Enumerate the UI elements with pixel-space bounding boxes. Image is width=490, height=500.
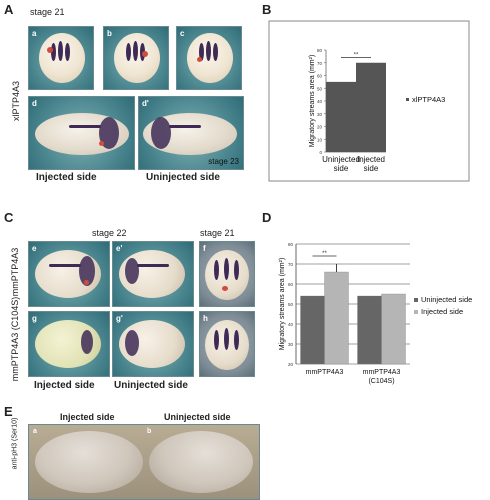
chart-d-y-tick-label: 40	[288, 322, 294, 327]
panel-a-stage-label: stage 21	[30, 7, 65, 17]
sub-label-e-a: a	[33, 428, 37, 435]
chart-d-legend-swatch	[414, 310, 418, 314]
embryo-photo-a: a	[28, 26, 94, 90]
embryo-photo-d: d	[28, 96, 135, 170]
chart-b-y-tick-label: 30	[317, 112, 323, 117]
chart-b-frame	[268, 20, 470, 182]
panel-c-stage-22: stage 22	[92, 228, 127, 238]
panel-a-caption-uninjected: Uninjected side	[146, 172, 220, 183]
chart-d-bar	[300, 295, 325, 365]
sub-label-a: a	[32, 29, 37, 38]
stage-23-label: stage 23	[208, 157, 239, 166]
chart-d-x-tick-label: mmPTP4A3	[363, 369, 401, 376]
panel-c-caption-uninjected: Uninjected side	[114, 380, 188, 391]
panel-d-label: D	[262, 210, 272, 225]
chart-d-y-tick-label: 80	[288, 242, 294, 247]
embryo-photo-e: e	[28, 241, 110, 307]
embryo-photo-f: f	[199, 241, 255, 307]
panel-e-row-label: anti-pH3 (Ser10)	[11, 417, 19, 470]
sub-label-e-b: b	[147, 428, 152, 435]
chart-d-bar	[324, 271, 349, 365]
embryo-photo-b: b	[103, 26, 169, 90]
sub-label-c: c	[180, 29, 185, 38]
sub-label-e: e	[32, 244, 37, 253]
sub-label-f: f	[203, 244, 206, 253]
embryo-photo-g: g	[28, 311, 110, 377]
chart-d: 20 30 40 50 60 70 80 mmPTP4A3 mmPTP4A3 (C104S) ** M…	[279, 242, 472, 385]
chart-d-legend-swatch	[414, 298, 418, 302]
chart-d-bar	[381, 293, 406, 365]
chart-b-y-tick-label: 70	[317, 61, 323, 66]
chart-b-y-tick-label: 10	[317, 137, 323, 142]
embryo-photo-h: h	[199, 311, 255, 377]
chart-b-bar	[326, 81, 356, 152]
embryo-photo-e-prime: e'	[112, 241, 194, 307]
panel-a-caption-injected: Injected side	[36, 172, 97, 183]
chart-b-x-tick-label: side	[364, 164, 379, 173]
chart-d-legend-label: Uninjected side	[421, 295, 472, 304]
panel-e-caption-uninjected: Uninjected side	[164, 412, 231, 422]
chart-b-y-tick-label: 60	[317, 74, 323, 79]
panel-a-row-label: xlPTP4A3	[11, 80, 21, 122]
chart-b-bar	[356, 62, 386, 152]
chart-d-x-tick-label: (C104S)	[368, 378, 394, 385]
sub-label-d-prime: d'	[142, 99, 149, 108]
sub-label-g-prime: g'	[116, 314, 123, 323]
chart-b-x-tick-label: side	[334, 164, 349, 173]
chart-b-x-tick-label: Injected	[357, 155, 385, 164]
chart-d-y-tick-label: 60	[288, 282, 294, 287]
panel-c-stage-21: stage 21	[200, 228, 235, 238]
chart-d-y-axis-label: Migratory streams area (mm²)	[279, 258, 286, 351]
chart-d-x-tick-label: mmPTP4A3	[306, 369, 344, 376]
panel-c-row2-label: mmPTP4A3 (C104S)	[10, 296, 20, 382]
chart-b-x-tick-label: Uninjected	[322, 155, 360, 164]
chart-b-y-axis-label: Migratory streams area (mm²)	[309, 55, 316, 148]
panel-a-label: A	[4, 2, 14, 17]
sub-label-e-prime: e'	[116, 244, 123, 253]
chart-b-significance-label: **	[354, 53, 359, 59]
sub-label-b: b	[107, 29, 112, 38]
chart-d-y-tick-label: 20	[288, 362, 294, 367]
chart-d-significance-label: **	[322, 251, 327, 257]
panel-e-label: E	[4, 404, 13, 419]
chart-d-y-tick-label: 70	[288, 262, 294, 267]
chart-b-legend-swatch	[406, 98, 409, 101]
chart-d-y-tick-label: 30	[288, 342, 294, 347]
chart-b: 01020304050607080UninjectedsideInjecteds…	[268, 20, 470, 182]
ph3-embryo-b	[149, 431, 253, 493]
chart-d-legend-label: Injected side	[421, 307, 463, 316]
chart-b-legend-label: xlPTP4A3	[412, 95, 445, 104]
sub-label-h: h	[203, 314, 208, 323]
panel-b-label: B	[262, 2, 272, 17]
sub-label-d: d	[32, 99, 37, 108]
ph3-photo-strip: a b	[28, 424, 260, 500]
panel-c-row1-label: mmPTP4A3	[10, 247, 20, 297]
chart-b-y-tick-label: 0	[319, 150, 322, 155]
chart-b-y-tick-label: 20	[317, 125, 323, 130]
panel-c-caption-injected: Injected side	[34, 380, 95, 391]
sub-label-g: g	[32, 314, 37, 323]
panel-c-label: C	[4, 210, 14, 225]
embryo-photo-d-prime: d' stage 23	[138, 96, 244, 170]
ph3-embryo-a	[35, 431, 143, 493]
chart-d-bar	[357, 295, 382, 365]
chart-b-y-tick-label: 50	[317, 86, 323, 91]
chart-b-y-tick-label: 80	[317, 48, 323, 53]
chart-d-y-tick-label: 50	[288, 302, 294, 307]
embryo-photo-c: c	[176, 26, 242, 90]
panel-e-caption-injected: Injected side	[60, 412, 115, 422]
embryo-photo-g-prime: g'	[112, 311, 194, 377]
chart-b-y-tick-label: 40	[317, 99, 323, 104]
